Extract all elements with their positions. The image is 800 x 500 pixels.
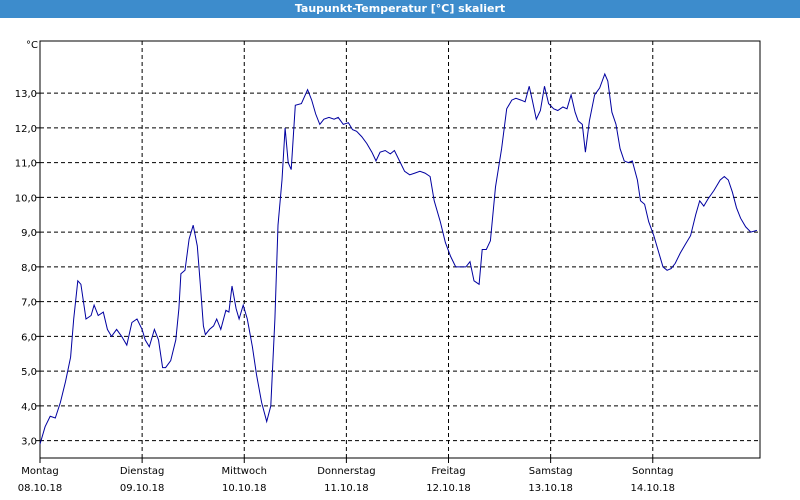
y-axis-ticks: 3,0 4,0 5,0 6,0 7,0 8,0 9,0 10,0 11,0 12,0 13,0	[15, 89, 40, 448]
x-axis-ticks: Montag 08.10.18 Dienstag 09.10.18 Mittwoch 10…	[18, 458, 675, 494]
x-tick-day-label: Dienstag	[120, 466, 165, 477]
y-tick-label: 8,0	[21, 263, 37, 274]
x-tick-day-label: Sonntag	[632, 466, 674, 477]
x-tick-date-label: 13.10.18	[528, 483, 573, 494]
x-tick-date-label: 11.10.18	[324, 483, 369, 494]
x-tick-day-label: Freitag	[431, 466, 465, 477]
y-tick-label: 3,0	[21, 437, 37, 448]
y-tick-label: 6,0	[21, 332, 37, 343]
y-tick-label: 12,0	[15, 124, 37, 135]
grid-lines	[40, 41, 760, 458]
x-tick-date-label: 10.10.18	[222, 483, 267, 494]
x-tick-date-label: 09.10.18	[120, 483, 165, 494]
x-tick-date-label: 08.10.18	[18, 483, 63, 494]
line-chart: 3,0 4,0 5,0 6,0 7,0 8,0 9,0 10,0 11,0 12,0 13,0 Mo…	[15, 40, 761, 494]
y-tick-label: 9,0	[21, 228, 37, 239]
x-tick-day-label: Samstag	[529, 466, 573, 477]
series-line	[39, 72, 758, 445]
y-tick-label: 4,0	[21, 402, 37, 413]
y-tick-label: 5,0	[21, 367, 37, 378]
x-tick-date-label: 12.10.18	[426, 483, 471, 494]
y-tick-label: 11,0	[15, 159, 37, 170]
x-tick-date-label: 14.10.18	[631, 483, 676, 494]
y-tick-label: 13,0	[15, 89, 37, 100]
y-tick-label: 7,0	[21, 298, 37, 309]
x-tick-day-label: Mittwoch	[222, 466, 267, 477]
window-title: Taupunkt-Temperatur [°C] skaliert	[0, 0, 800, 18]
x-tick-day-label: Montag	[21, 466, 58, 477]
x-tick-day-label: Donnerstag	[317, 466, 375, 477]
plot-background	[39, 40, 761, 459]
y-axis-unit-label: °C	[26, 40, 38, 51]
y-tick-label: 10,0	[15, 193, 37, 204]
